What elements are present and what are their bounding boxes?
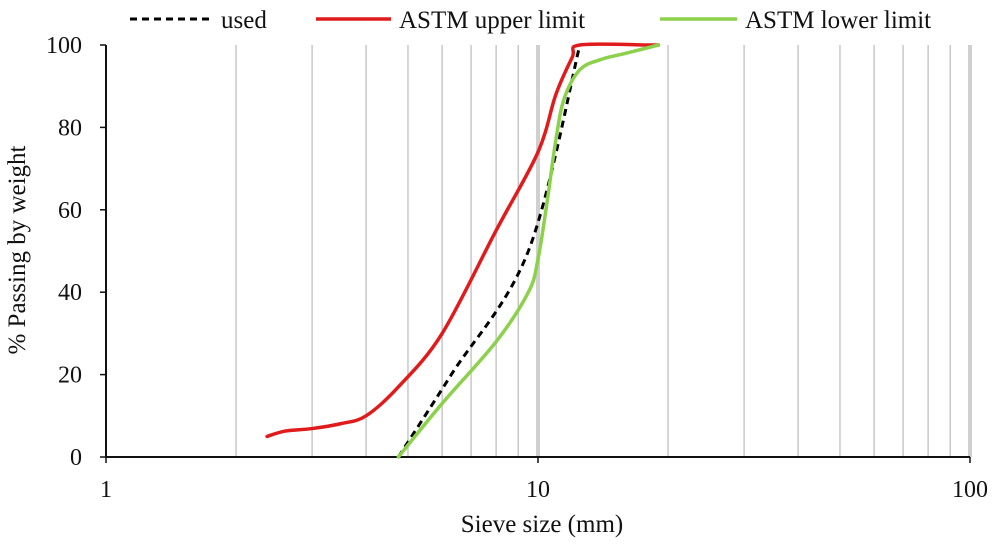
x-tick-label: 10 [526,477,550,503]
legend-label-0: used [221,7,267,34]
x-tick-label: 1 [100,477,112,503]
y-tick-label: 80 [58,115,82,141]
y-axis-title: % Passing by weight [4,145,31,354]
x-tick-label: 100 [952,477,988,503]
grid-layer [235,45,972,457]
axis-layer [100,44,971,463]
y-tick-label: 60 [58,198,82,224]
series-line-0 [397,44,582,458]
y-tick-label: 20 [58,363,82,389]
series-layer [265,42,661,459]
legend: used ASTM upper limit ASTM lower limit [130,7,931,34]
y-tick-label: 100 [46,33,82,59]
legend-label-2: ASTM lower limit [745,7,931,34]
x-axis-title: Sieve size (mm) [461,511,623,538]
legend-label-1: ASTM upper limit [399,7,585,34]
series-line-2 [396,43,661,459]
series-line-1 [265,42,661,439]
y-tick-label: 40 [58,280,82,306]
y-tick-label: 0 [70,445,82,471]
label-layer: 0 20 40 60 80 100 1 10 100 [46,33,988,503]
